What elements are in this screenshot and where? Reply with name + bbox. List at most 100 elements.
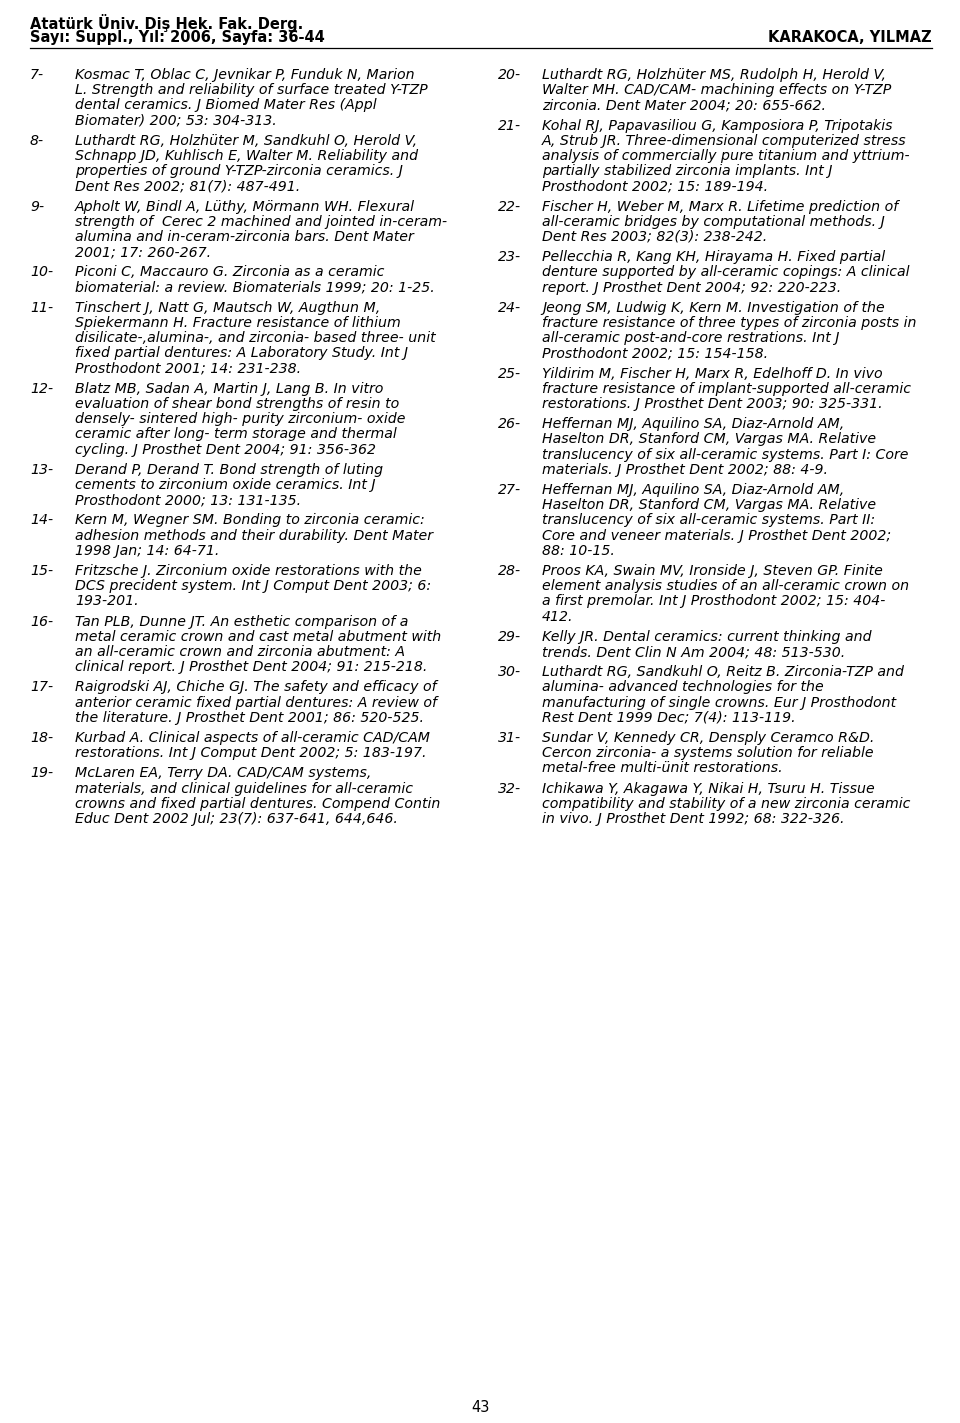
Text: strength of  Cerec 2 machined and jointed in-ceram-: strength of Cerec 2 machined and jointed… <box>75 215 447 229</box>
Text: Heffernan MJ, Aquilino SA, Diaz-Arnold AM,: Heffernan MJ, Aquilino SA, Diaz-Arnold A… <box>542 482 844 497</box>
Text: Haselton DR, Stanford CM, Vargas MA. Relative: Haselton DR, Stanford CM, Vargas MA. Rel… <box>542 498 876 512</box>
Text: Luthardt RG, Holzhüter M, Sandkuhl O, Herold V,: Luthardt RG, Holzhüter M, Sandkuhl O, He… <box>75 134 418 148</box>
Text: 30-: 30- <box>498 665 521 679</box>
Text: all-ceramic post-and-core restrations. Int J: all-ceramic post-and-core restrations. I… <box>542 332 839 346</box>
Text: 11-: 11- <box>30 300 53 314</box>
Text: 31-: 31- <box>498 731 521 746</box>
Text: 26-: 26- <box>498 417 521 431</box>
Text: materials. J Prosthet Dent 2002; 88: 4-9.: materials. J Prosthet Dent 2002; 88: 4-9… <box>542 462 828 477</box>
Text: Spiekermann H. Fracture resistance of lithium: Spiekermann H. Fracture resistance of li… <box>75 316 400 330</box>
Text: L. Strength and reliability of surface treated Y-TZP: L. Strength and reliability of surface t… <box>75 83 427 97</box>
Text: 9-: 9- <box>30 199 44 213</box>
Text: evaluation of shear bond strengths of resin to: evaluation of shear bond strengths of re… <box>75 397 399 411</box>
Text: Fischer H, Weber M, Marx R. Lifetime prediction of: Fischer H, Weber M, Marx R. Lifetime pre… <box>542 199 899 213</box>
Text: 14-: 14- <box>30 514 53 528</box>
Text: 412.: 412. <box>542 609 573 623</box>
Text: 2001; 17: 260-267.: 2001; 17: 260-267. <box>75 245 211 259</box>
Text: KARAKOCA, YILMAZ: KARAKOCA, YILMAZ <box>768 30 932 46</box>
Text: 20-: 20- <box>498 68 521 83</box>
Text: DCS precident system. Int J Comput Dent 2003; 6:: DCS precident system. Int J Comput Dent … <box>75 579 431 593</box>
Text: Kohal RJ, Papavasiliou G, Kamposiora P, Tripotakis: Kohal RJ, Papavasiliou G, Kamposiora P, … <box>542 118 893 132</box>
Text: 27-: 27- <box>498 482 521 497</box>
Text: 88: 10-15.: 88: 10-15. <box>542 544 614 558</box>
Text: an all-ceramic crown and zirconia abutment: A: an all-ceramic crown and zirconia abutme… <box>75 645 405 659</box>
Text: Atatürk Üniv. Diş Hek. Fak. Derg.: Atatürk Üniv. Diş Hek. Fak. Derg. <box>30 14 303 31</box>
Text: Luthardt RG, Sandkuhl O, Reitz B. Zirconia-TZP and: Luthardt RG, Sandkuhl O, Reitz B. Zircon… <box>542 665 904 679</box>
Text: Luthardt RG, Holzhüter MS, Rudolph H, Herold V,: Luthardt RG, Holzhüter MS, Rudolph H, He… <box>542 68 886 83</box>
Text: Proos KA, Swain MV, Ironside J, Steven GP. Finite: Proos KA, Swain MV, Ironside J, Steven G… <box>542 564 883 578</box>
Text: Prosthodont 2002; 15: 189-194.: Prosthodont 2002; 15: 189-194. <box>542 179 768 194</box>
Text: 23-: 23- <box>498 250 521 265</box>
Text: 10-: 10- <box>30 266 53 279</box>
Text: 12-: 12- <box>30 381 53 396</box>
Text: Rest Dent 1999 Dec; 7(4): 113-119.: Rest Dent 1999 Dec; 7(4): 113-119. <box>542 712 796 724</box>
Text: fixed partial dentures: A Laboratory Study. Int J: fixed partial dentures: A Laboratory Stu… <box>75 346 408 360</box>
Text: restorations. J Prosthet Dent 2003; 90: 325-331.: restorations. J Prosthet Dent 2003; 90: … <box>542 397 882 411</box>
Text: clinical report. J Prosthet Dent 2004; 91: 215-218.: clinical report. J Prosthet Dent 2004; 9… <box>75 660 427 675</box>
Text: Sayı: Suppl., Yıl: 2006, Sayfa: 36-44: Sayı: Suppl., Yıl: 2006, Sayfa: 36-44 <box>30 30 324 46</box>
Text: Tan PLB, Dunne JT. An esthetic comparison of a: Tan PLB, Dunne JT. An esthetic compariso… <box>75 615 408 629</box>
Text: Apholt W, Bindl A, Lüthy, Mörmann WH. Flexural: Apholt W, Bindl A, Lüthy, Mörmann WH. Fl… <box>75 199 415 213</box>
Text: materials, and clinical guidelines for all-ceramic: materials, and clinical guidelines for a… <box>75 781 413 795</box>
Text: 193-201.: 193-201. <box>75 595 138 609</box>
Text: Prosthodont 2001; 14: 231-238.: Prosthodont 2001; 14: 231-238. <box>75 361 301 376</box>
Text: ceramic after long- term storage and thermal: ceramic after long- term storage and the… <box>75 427 396 441</box>
Text: 13-: 13- <box>30 462 53 477</box>
Text: element analysis studies of an all-ceramic crown on: element analysis studies of an all-ceram… <box>542 579 909 593</box>
Text: 15-: 15- <box>30 564 53 578</box>
Text: Raigrodski AJ, Chiche GJ. The safety and efficacy of: Raigrodski AJ, Chiche GJ. The safety and… <box>75 680 437 694</box>
Text: alumina and in-ceram-zirconia bars. Dent Mater: alumina and in-ceram-zirconia bars. Dent… <box>75 231 414 243</box>
Text: Dent Res 2002; 81(7): 487-491.: Dent Res 2002; 81(7): 487-491. <box>75 179 300 194</box>
Text: disilicate-,alumina-, and zirconia- based three- unit: disilicate-,alumina-, and zirconia- base… <box>75 332 436 346</box>
Text: in vivo. J Prosthet Dent 1992; 68: 322-326.: in vivo. J Prosthet Dent 1992; 68: 322-3… <box>542 813 845 825</box>
Text: 32-: 32- <box>498 781 521 795</box>
Text: Kern M, Wegner SM. Bonding to zirconia ceramic:: Kern M, Wegner SM. Bonding to zirconia c… <box>75 514 424 528</box>
Text: 28-: 28- <box>498 564 521 578</box>
Text: analysis of commercially pure titanium and yttrium-: analysis of commercially pure titanium a… <box>542 149 910 164</box>
Text: 8-: 8- <box>30 134 44 148</box>
Text: 18-: 18- <box>30 731 53 746</box>
Text: fracture resistance of implant-supported all-ceramic: fracture resistance of implant-supported… <box>542 381 911 396</box>
Text: McLaren EA, Terry DA. CAD/CAM systems,: McLaren EA, Terry DA. CAD/CAM systems, <box>75 767 372 780</box>
Text: 7-: 7- <box>30 68 44 83</box>
Text: crowns and fixed partial dentures. Compend Contin: crowns and fixed partial dentures. Compe… <box>75 797 441 811</box>
Text: cycling. J Prosthet Dent 2004; 91: 356-362: cycling. J Prosthet Dent 2004; 91: 356-3… <box>75 443 376 457</box>
Text: Kosmac T, Oblac C, Jevnikar P, Funduk N, Marion: Kosmac T, Oblac C, Jevnikar P, Funduk N,… <box>75 68 415 83</box>
Text: Ichikawa Y, Akagawa Y, Nikai H, Tsuru H. Tissue: Ichikawa Y, Akagawa Y, Nikai H, Tsuru H.… <box>542 781 875 795</box>
Text: 21-: 21- <box>498 118 521 132</box>
Text: Walter MH. CAD/CAM- machining effects on Y-TZP: Walter MH. CAD/CAM- machining effects on… <box>542 83 891 97</box>
Text: Fritzsche J. Zirconium oxide restorations with the: Fritzsche J. Zirconium oxide restoration… <box>75 564 421 578</box>
Text: 1998 Jan; 14: 64-71.: 1998 Jan; 14: 64-71. <box>75 544 220 558</box>
Text: 17-: 17- <box>30 680 53 694</box>
Text: metal ceramic crown and cast metal abutment with: metal ceramic crown and cast metal abutm… <box>75 630 442 643</box>
Text: translucency of six all-ceramic systems. Part I: Core: translucency of six all-ceramic systems.… <box>542 448 908 461</box>
Text: Prosthodont 2000; 13: 131-135.: Prosthodont 2000; 13: 131-135. <box>75 494 301 507</box>
Text: partially stabilized zirconia implants. Int J: partially stabilized zirconia implants. … <box>542 164 832 178</box>
Text: zirconia. Dent Mater 2004; 20: 655-662.: zirconia. Dent Mater 2004; 20: 655-662. <box>542 98 826 112</box>
Text: biomaterial: a review. Biomaterials 1999; 20: 1-25.: biomaterial: a review. Biomaterials 1999… <box>75 280 435 295</box>
Text: denture supported by all-ceramic copings: A clinical: denture supported by all-ceramic copings… <box>542 266 909 279</box>
Text: anterior ceramic fixed partial dentures: A review of: anterior ceramic fixed partial dentures:… <box>75 696 437 710</box>
Text: Jeong SM, Ludwig K, Kern M. Investigation of the: Jeong SM, Ludwig K, Kern M. Investigatio… <box>542 300 885 314</box>
Text: the literature. J Prosthet Dent 2001; 86: 520-525.: the literature. J Prosthet Dent 2001; 86… <box>75 712 424 724</box>
Text: Pellecchia R, Kang KH, Hirayama H. Fixed partial: Pellecchia R, Kang KH, Hirayama H. Fixed… <box>542 250 885 265</box>
Text: Schnapp JD, Kuhlisch E, Walter M. Reliability and: Schnapp JD, Kuhlisch E, Walter M. Reliab… <box>75 149 419 164</box>
Text: a first premolar. Int J Prosthodont 2002; 15: 404-: a first premolar. Int J Prosthodont 2002… <box>542 595 885 609</box>
Text: Dent Res 2003; 82(3): 238-242.: Dent Res 2003; 82(3): 238-242. <box>542 231 767 243</box>
Text: properties of ground Y-TZP-zirconia ceramics. J: properties of ground Y-TZP-zirconia cera… <box>75 164 403 178</box>
Text: Derand P, Derand T. Bond strength of luting: Derand P, Derand T. Bond strength of lut… <box>75 462 383 477</box>
Text: cements to zirconium oxide ceramics. Int J: cements to zirconium oxide ceramics. Int… <box>75 478 375 492</box>
Text: Kelly JR. Dental ceramics: current thinking and: Kelly JR. Dental ceramics: current think… <box>542 630 872 643</box>
Text: trends. Dent Clin N Am 2004; 48: 513-530.: trends. Dent Clin N Am 2004; 48: 513-530… <box>542 645 845 659</box>
Text: 22-: 22- <box>498 199 521 213</box>
Text: 43: 43 <box>470 1400 490 1414</box>
Text: Heffernan MJ, Aquilino SA, Diaz-Arnold AM,: Heffernan MJ, Aquilino SA, Diaz-Arnold A… <box>542 417 844 431</box>
Text: 16-: 16- <box>30 615 53 629</box>
Text: alumina- advanced technologies for the: alumina- advanced technologies for the <box>542 680 824 694</box>
Text: compatibility and stability of a new zirconia ceramic: compatibility and stability of a new zir… <box>542 797 910 811</box>
Text: Educ Dent 2002 Jul; 23(7): 637-641, 644,646.: Educ Dent 2002 Jul; 23(7): 637-641, 644,… <box>75 813 397 825</box>
Text: 19-: 19- <box>30 767 53 780</box>
Text: restorations. Int J Comput Dent 2002; 5: 183-197.: restorations. Int J Comput Dent 2002; 5:… <box>75 746 426 760</box>
Text: 29-: 29- <box>498 630 521 643</box>
Text: all-ceramic bridges by computational methods. J: all-ceramic bridges by computational met… <box>542 215 885 229</box>
